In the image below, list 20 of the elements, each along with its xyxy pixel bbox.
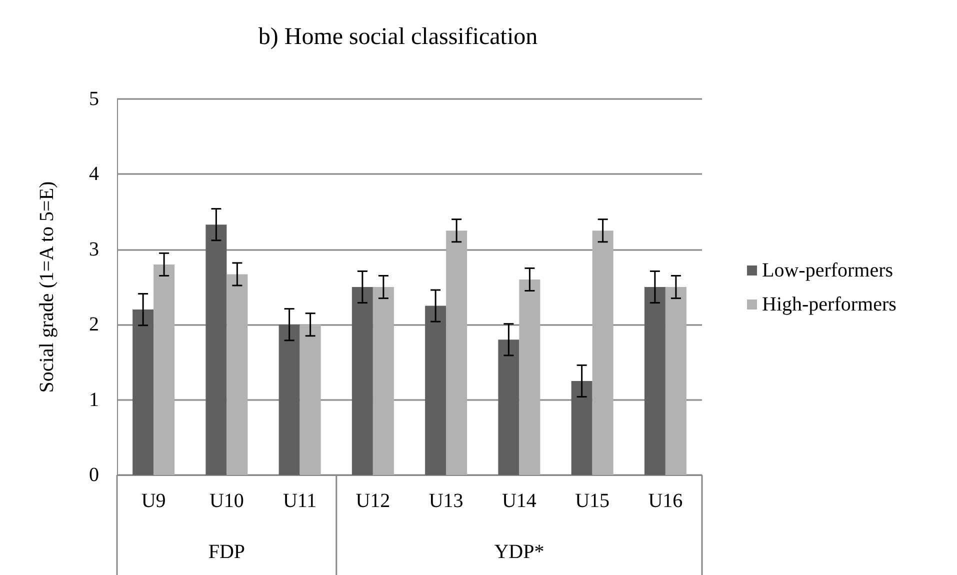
chart-title: b) Home social classification: [258, 24, 538, 50]
y-tick-label: 5: [89, 88, 99, 110]
y-tick-label: 2: [89, 314, 99, 336]
y-tick-label: 1: [89, 388, 99, 411]
y-tick-label: 4: [89, 163, 99, 186]
x-tick-label: U11: [282, 490, 317, 512]
x-tick-label: U9: [141, 490, 166, 512]
y-axis-title: Social grade (1=A to 5=E): [36, 181, 58, 393]
x-tick-label: U13: [428, 490, 464, 512]
text: YDP*: [494, 541, 544, 563]
x-tick-label: U16: [648, 490, 683, 512]
text: FDP: [208, 541, 246, 563]
legend-label: Low-performers: [762, 260, 894, 282]
x-tick-label: U15: [575, 490, 610, 512]
y-tick-label: 0: [89, 464, 99, 486]
legend-label: High-performers: [762, 294, 897, 316]
x-tick-label: U14: [502, 490, 536, 512]
x-tick-label: U12: [356, 490, 390, 512]
x-tick-label: U10: [209, 490, 244, 512]
y-tick-label: 3: [89, 238, 99, 260]
